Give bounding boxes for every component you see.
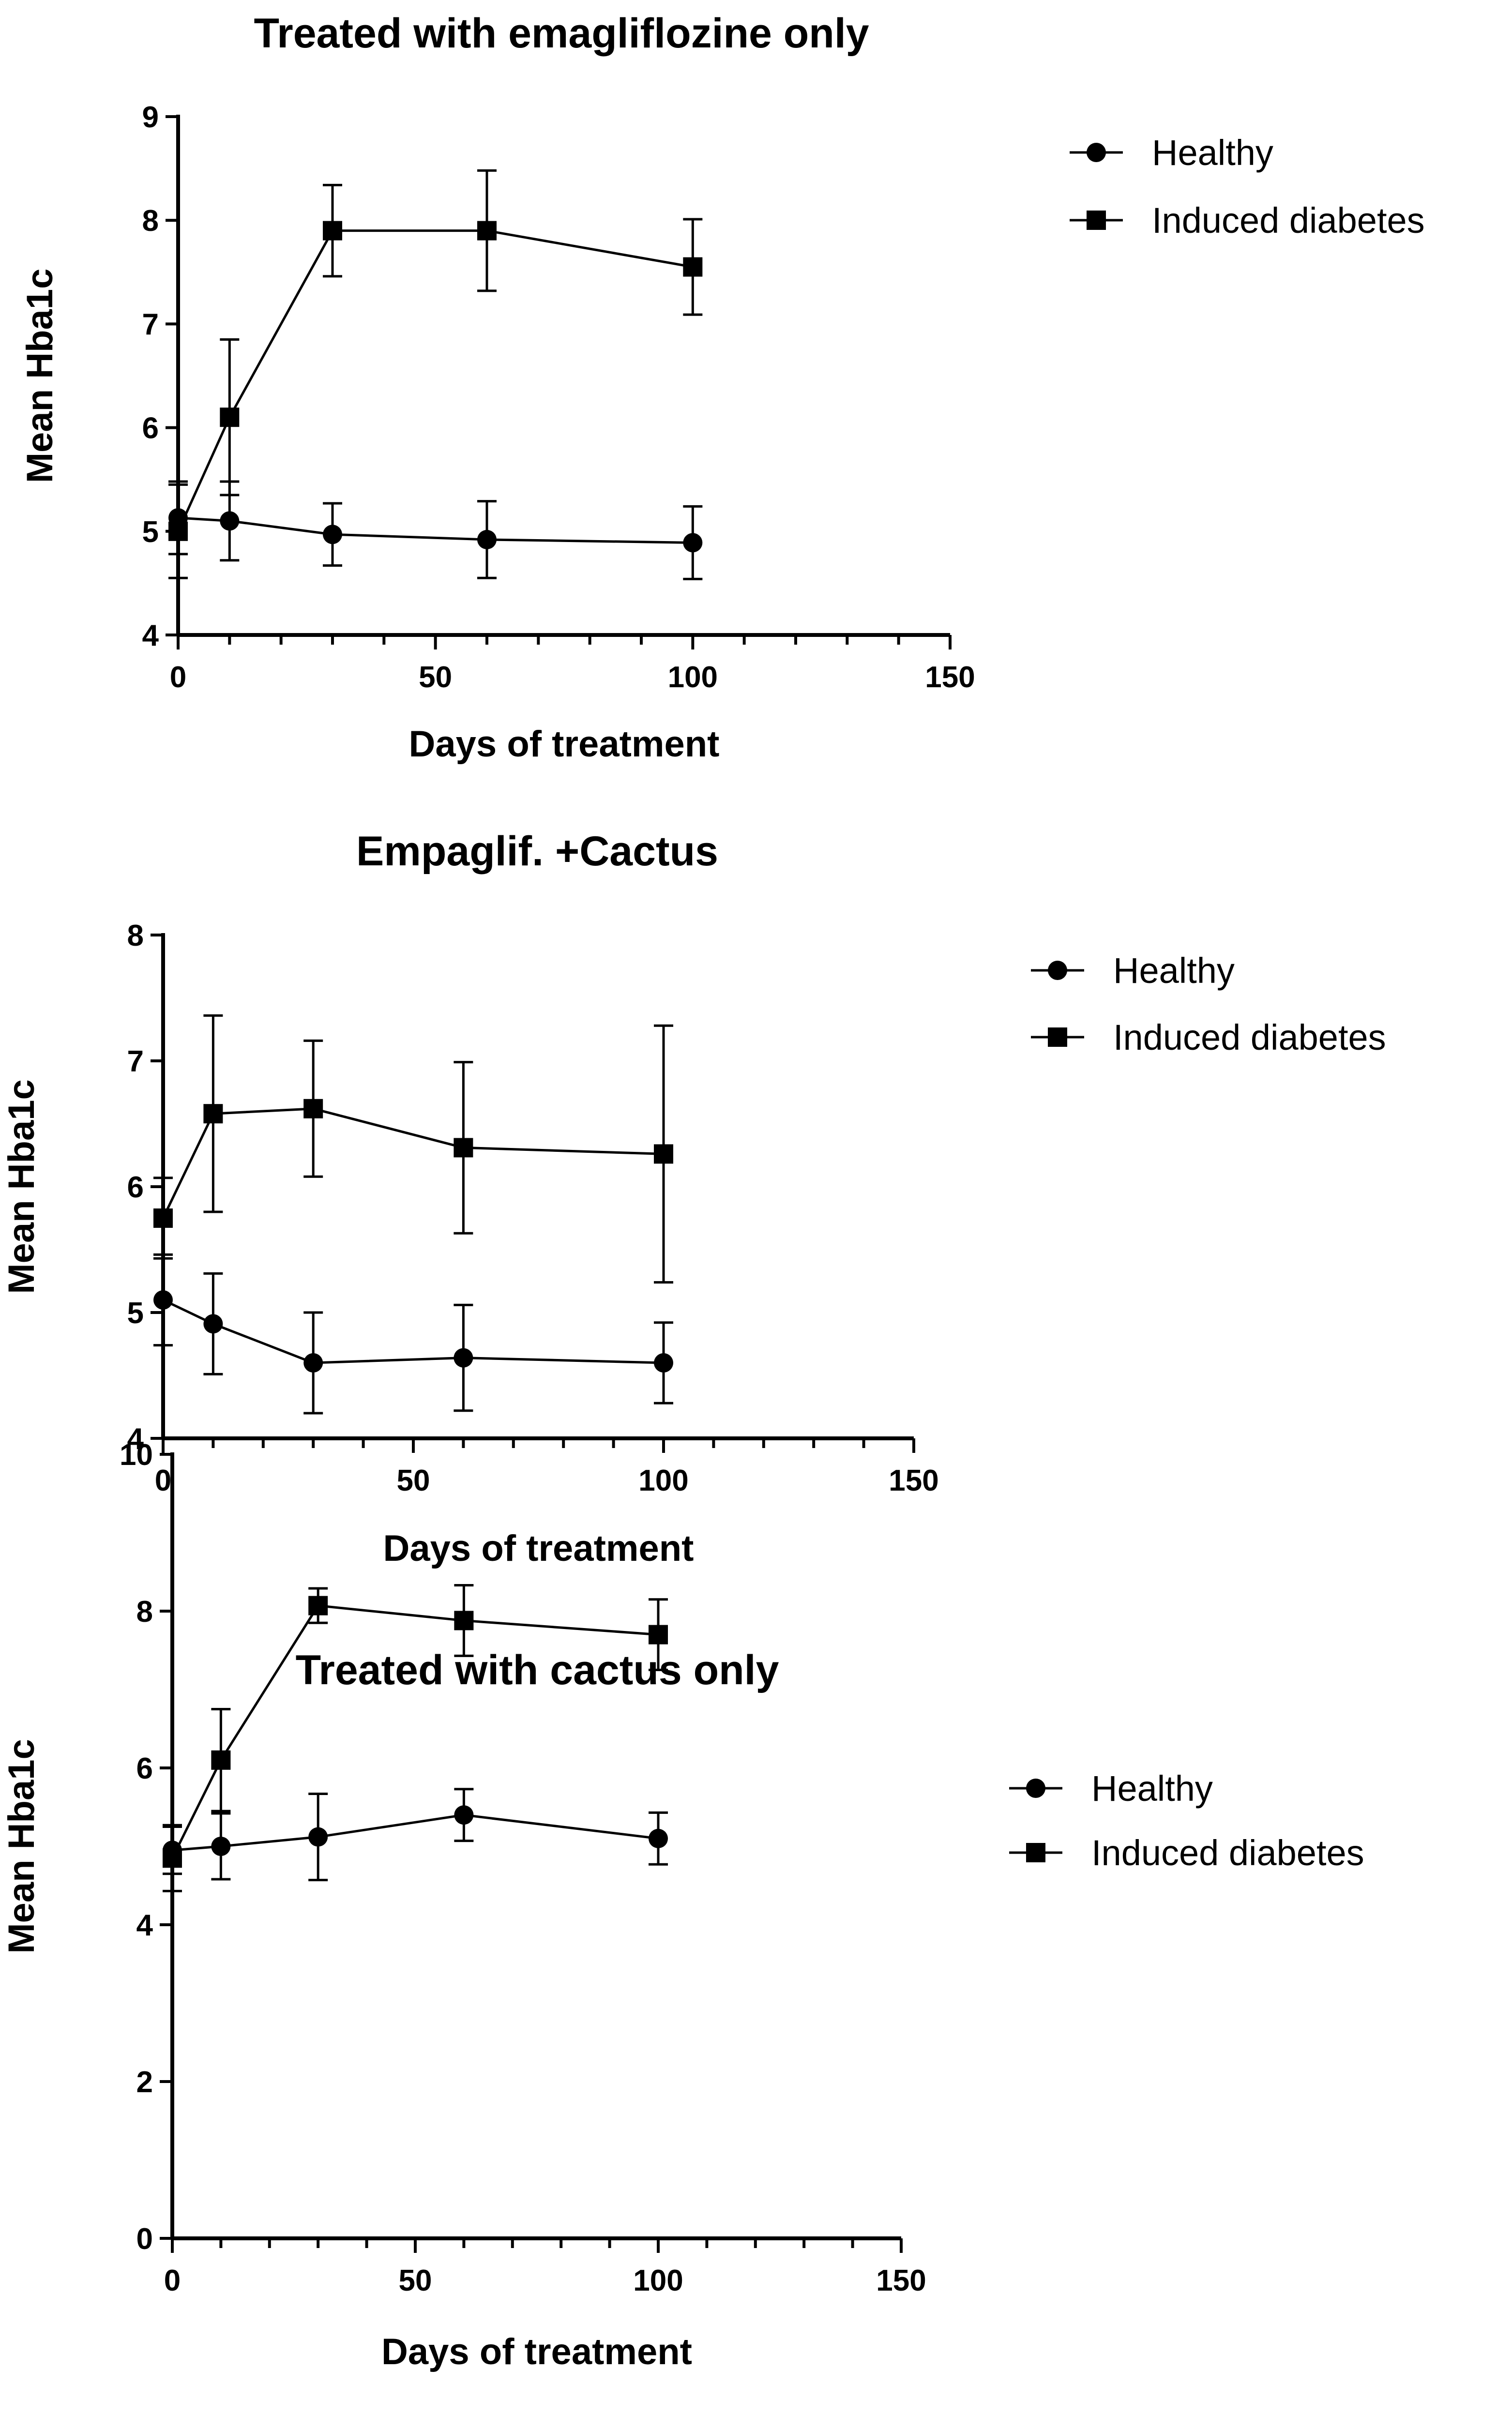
y-tick-label: 5 [127,1297,144,1330]
legend-marker-square [1048,1027,1067,1047]
y-axis-label: Mean Hba1c [19,269,60,483]
data-point-square [211,1750,231,1770]
x-tick-label: 150 [889,1464,938,1497]
x-tick-label: 150 [925,661,975,694]
data-point-circle [308,1827,328,1847]
y-tick-label: 9 [142,101,159,134]
series-line [177,229,693,532]
data-point-square [308,1596,328,1615]
series-induced-diabetes [168,169,703,579]
y-axis-label: Mean Hba1c [1,1739,42,1954]
y-tick-label: 10 [120,1438,153,1472]
series-line [178,516,693,544]
legend-marker-circle [1048,961,1067,980]
chart-title: Empaglif. +Cactus [356,828,718,875]
legend-marker-square [1026,1843,1045,1862]
y-tick-label: 8 [142,204,159,238]
x-axis-label: Days of treatment [383,1528,694,1569]
chart-panel-2: Empaglif. +Cactus 4 5 6 7 8 0 50 100 150 Days of t… [1,828,1386,1569]
series-induced-diabetes [153,1014,673,1284]
data-point-square [683,257,703,277]
data-point-square [649,1625,668,1645]
legend-label: Healthy [1113,951,1235,991]
y-tick-label: 6 [142,412,159,445]
y-tick-label: 8 [127,919,144,952]
x-tick-label: 50 [399,2264,432,2297]
x-tick-label: 0 [155,1464,171,1497]
data-point-circle [654,1353,673,1373]
legend-label: Induced diabetes [1091,1833,1364,1873]
legend-label: Healthy [1152,133,1273,173]
data-point-square [654,1144,673,1164]
series-induced-diabetes [163,1584,668,1892]
x-tick-label: 0 [164,2264,181,2297]
x-tick-label: 100 [638,1464,688,1497]
x-tick-label: 0 [170,661,186,694]
y-tick-label: 6 [127,1171,144,1204]
data-point-square [454,1138,473,1158]
legend-marker-circle [1087,143,1106,162]
series-healthy [168,480,703,580]
chart-title: Treated with cactus only [296,1647,779,1693]
legend-label: Healthy [1091,1768,1213,1809]
series-line [162,1107,664,1219]
data-point-circle [220,511,240,531]
data-point-circle [203,1314,223,1334]
data-point-square [323,221,342,241]
x-tick-label: 50 [419,661,452,694]
data-point-square [203,1104,223,1124]
series-line [171,1604,659,1859]
data-point-circle [323,525,342,544]
x-axis-label: Days of treatment [381,2331,692,2372]
x-tick-label: 100 [668,661,718,694]
y-tick-label: 4 [142,619,159,652]
x-tick-label: 100 [633,2264,683,2297]
y-tick-label: 4 [127,1422,144,1456]
series-line [172,1813,659,1852]
y-tick-label: 6 [136,1752,153,1785]
data-point-square [454,1611,474,1630]
y-tick-label: 4 [136,1909,153,1942]
y-axis-label: Mean Hba1c [1,1079,42,1294]
chart-panel-1: Treated with emagliflozine only 4 5 6 7 8 9 0 50… [19,10,1425,765]
series-line [162,1298,664,1364]
series-healthy [153,1253,673,1415]
series-healthy [163,1788,668,1882]
legend-label: Induced diabetes [1113,1017,1386,1057]
y-tick-label: 7 [127,1045,144,1078]
y-tick-label: 8 [136,1595,153,1629]
data-point-circle [683,533,703,553]
data-point-circle [454,1805,474,1825]
y-tick-label: 0 [136,2222,153,2256]
legend-label: Induced diabetes [1152,200,1425,241]
legend-marker-square [1087,211,1106,230]
legend-marker-circle [1026,1779,1045,1798]
y-tick-label: 5 [142,515,159,549]
x-tick-label: 150 [876,2264,926,2297]
data-point-circle [454,1348,473,1368]
chart-title: Treated with emagliflozine only [254,10,869,57]
y-tick-label: 2 [136,2066,153,2099]
y-tick-label: 7 [142,308,159,341]
data-point-square [163,1848,182,1868]
data-point-circle [303,1353,323,1373]
x-tick-label: 50 [397,1464,430,1497]
data-point-square [220,408,240,427]
data-point-circle [211,1837,231,1856]
data-point-square [303,1099,323,1118]
data-point-square [153,1208,173,1228]
data-point-square [168,521,188,541]
data-point-circle [477,529,497,549]
x-axis-label: Days of treatment [409,724,720,765]
data-point-square [477,221,497,241]
data-point-circle [153,1290,173,1310]
data-point-circle [649,1828,668,1848]
